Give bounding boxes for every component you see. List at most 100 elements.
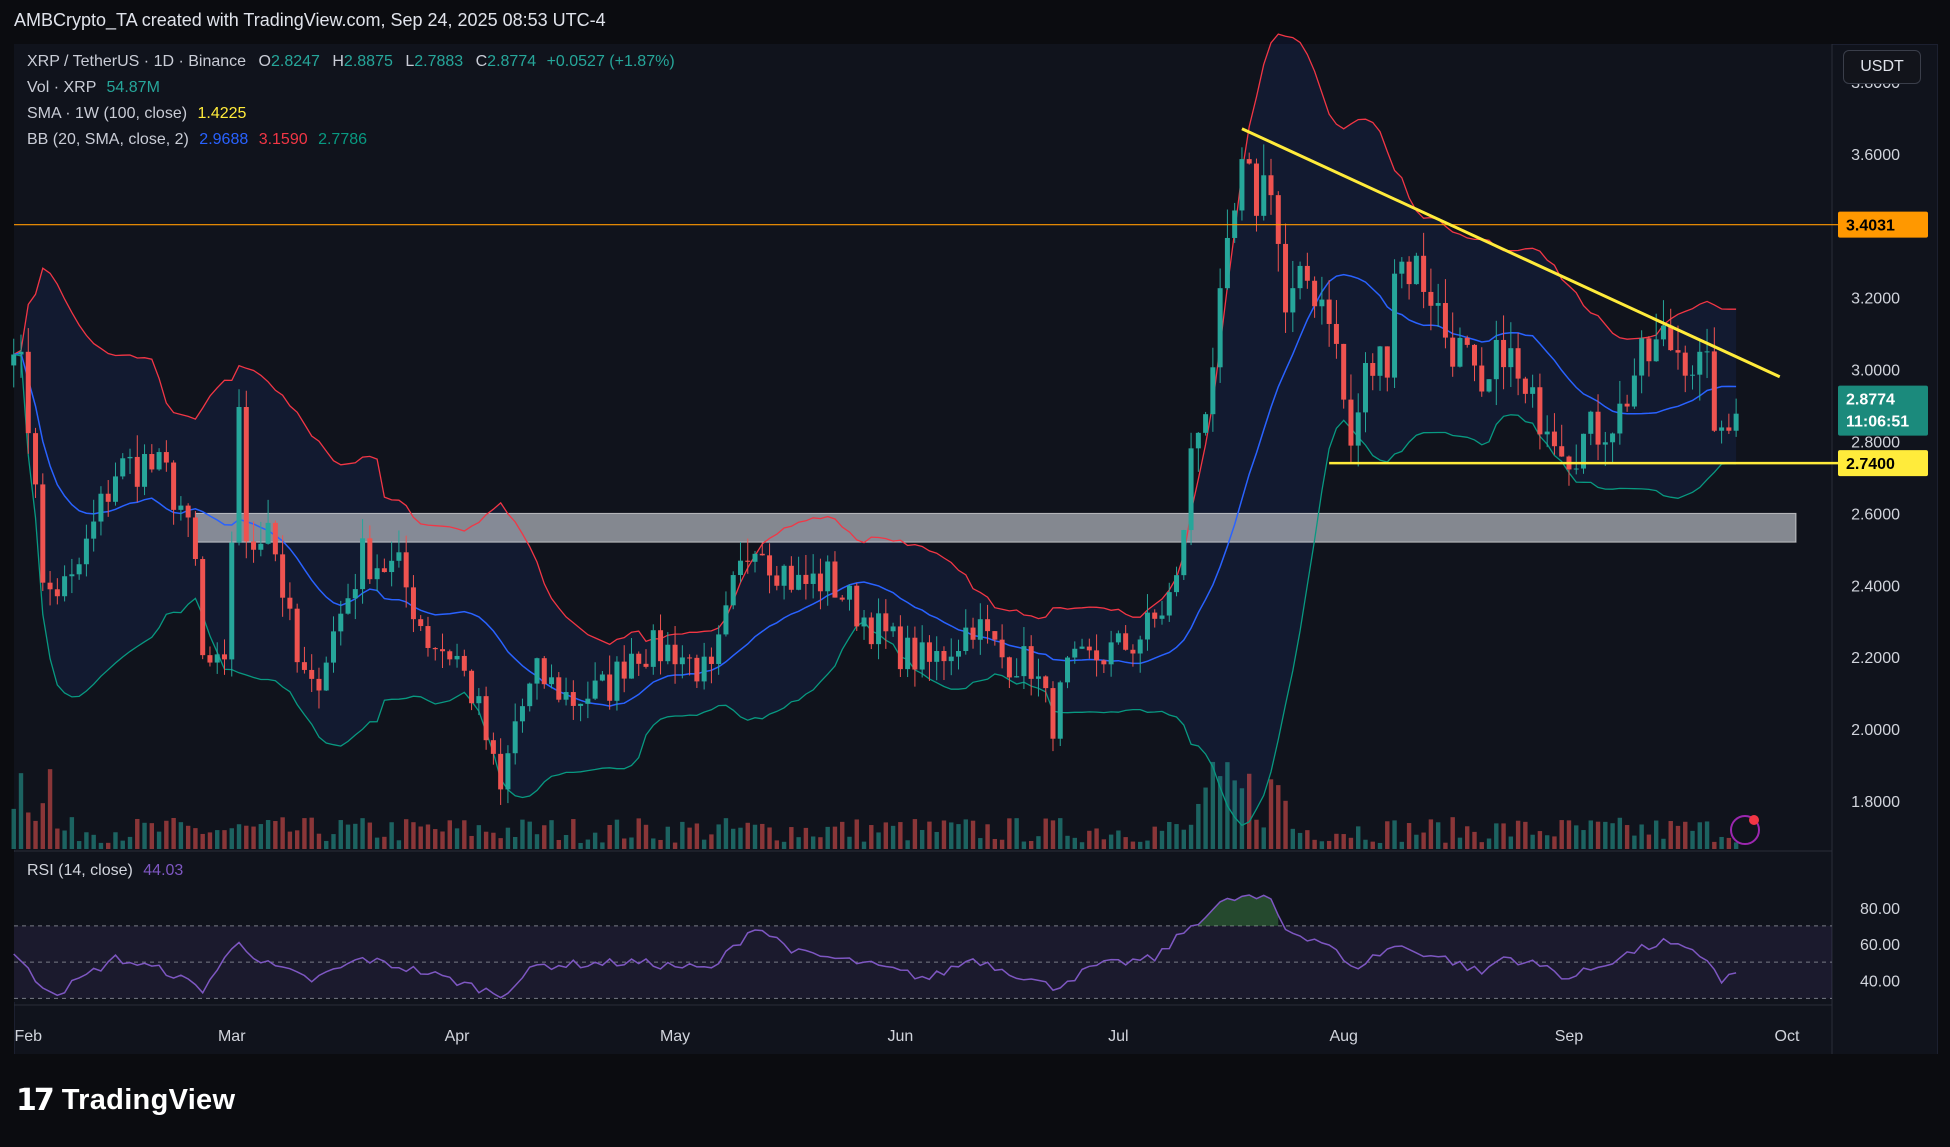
- candle[interactable]: [1530, 387, 1536, 394]
- candle[interactable]: [331, 631, 337, 663]
- candle[interactable]: [810, 573, 816, 584]
- candle[interactable]: [1326, 299, 1332, 324]
- volume-legend[interactable]: Vol · XRP 54.87M: [27, 79, 160, 97]
- candle[interactable]: [643, 663, 649, 667]
- candle[interactable]: [1297, 265, 1303, 289]
- candle[interactable]: [1639, 338, 1645, 376]
- candle[interactable]: [389, 560, 395, 573]
- candle[interactable]: [956, 650, 962, 657]
- candle[interactable]: [1624, 403, 1630, 407]
- candle[interactable]: [1152, 612, 1158, 619]
- candle[interactable]: [614, 661, 620, 701]
- candle[interactable]: [1304, 265, 1310, 281]
- candle[interactable]: [18, 351, 24, 355]
- candle[interactable]: [258, 543, 264, 550]
- candle[interactable]: [861, 617, 867, 627]
- candle[interactable]: [679, 657, 685, 665]
- candle[interactable]: [120, 458, 126, 477]
- candle[interactable]: [483, 696, 489, 741]
- candle[interactable]: [992, 631, 998, 640]
- candle[interactable]: [1551, 431, 1557, 447]
- candle[interactable]: [832, 561, 838, 598]
- candle[interactable]: [905, 637, 911, 670]
- candle[interactable]: [650, 630, 656, 667]
- candle[interactable]: [1239, 159, 1245, 211]
- candle[interactable]: [91, 521, 97, 539]
- candle[interactable]: [854, 585, 860, 627]
- candle[interactable]: [912, 637, 918, 670]
- candle[interactable]: [1588, 411, 1594, 434]
- symbol-label[interactable]: XRP / TetherUS · 1D · Binance: [27, 53, 247, 70]
- candle[interactable]: [498, 753, 504, 790]
- candle[interactable]: [1094, 650, 1100, 661]
- candle[interactable]: [505, 753, 511, 790]
- candle[interactable]: [425, 626, 431, 648]
- candle[interactable]: [803, 574, 809, 584]
- candle[interactable]: [701, 656, 707, 682]
- candle[interactable]: [1471, 344, 1477, 366]
- candle[interactable]: [1413, 255, 1419, 285]
- candle[interactable]: [694, 657, 700, 682]
- candle[interactable]: [665, 644, 671, 662]
- candle[interactable]: [919, 642, 925, 670]
- candle[interactable]: [737, 560, 743, 576]
- candle[interactable]: [1370, 363, 1376, 376]
- candle[interactable]: [236, 407, 242, 543]
- candle[interactable]: [83, 538, 89, 565]
- candle[interactable]: [1501, 339, 1507, 368]
- candle[interactable]: [243, 407, 249, 542]
- candle[interactable]: [1021, 646, 1027, 677]
- candle[interactable]: [207, 655, 213, 663]
- candle[interactable]: [1181, 530, 1187, 576]
- price-pane[interactable]: [14, 44, 1832, 850]
- rsi-line[interactable]: [13, 894, 1737, 999]
- candle[interactable]: [112, 476, 118, 502]
- bb-lower-line[interactable]: [13, 353, 1737, 827]
- candle[interactable]: [977, 619, 983, 640]
- candle[interactable]: [628, 653, 634, 679]
- candle[interactable]: [817, 573, 823, 592]
- candle[interactable]: [897, 626, 903, 670]
- candle[interactable]: [490, 740, 496, 754]
- candle[interactable]: [200, 559, 206, 656]
- candle[interactable]: [599, 674, 605, 681]
- candle[interactable]: [1043, 676, 1049, 689]
- candle[interactable]: [948, 656, 954, 662]
- candle[interactable]: [585, 698, 591, 704]
- candle[interactable]: [105, 493, 111, 502]
- candle[interactable]: [563, 692, 569, 700]
- candle[interactable]: [69, 574, 75, 577]
- candle[interactable]: [1479, 365, 1485, 392]
- candle[interactable]: [1050, 688, 1056, 739]
- candle[interactable]: [352, 589, 358, 599]
- candle[interactable]: [1275, 195, 1281, 244]
- candle[interactable]: [846, 585, 852, 600]
- candle[interactable]: [592, 680, 598, 699]
- candle[interactable]: [1581, 433, 1587, 469]
- candle[interactable]: [1602, 442, 1608, 445]
- candle[interactable]: [578, 703, 584, 706]
- candle[interactable]: [512, 721, 518, 754]
- candle[interactable]: [1123, 633, 1129, 650]
- candle[interactable]: [1355, 412, 1361, 446]
- candle[interactable]: [1719, 427, 1725, 431]
- candle[interactable]: [1522, 378, 1528, 394]
- candle[interactable]: [1697, 351, 1703, 375]
- candle[interactable]: [1057, 682, 1063, 739]
- candle[interactable]: [469, 670, 475, 704]
- candle[interactable]: [287, 597, 293, 609]
- bb-legend[interactable]: BB (20, SMA, close, 2) 2.9688 3.1590 2.7…: [27, 131, 367, 149]
- candle[interactable]: [410, 587, 416, 620]
- candle[interactable]: [323, 662, 329, 691]
- resistance-badge[interactable]: [1838, 211, 1928, 238]
- candle[interactable]: [1166, 592, 1172, 616]
- candle[interactable]: [1224, 237, 1230, 289]
- candle[interactable]: [1144, 612, 1150, 640]
- candle[interactable]: [25, 351, 31, 434]
- candle[interactable]: [774, 575, 780, 586]
- candle[interactable]: [1435, 303, 1441, 306]
- candle[interactable]: [1450, 337, 1456, 367]
- candle[interactable]: [301, 662, 307, 670]
- candle[interactable]: [687, 657, 693, 659]
- candle[interactable]: [1101, 660, 1107, 665]
